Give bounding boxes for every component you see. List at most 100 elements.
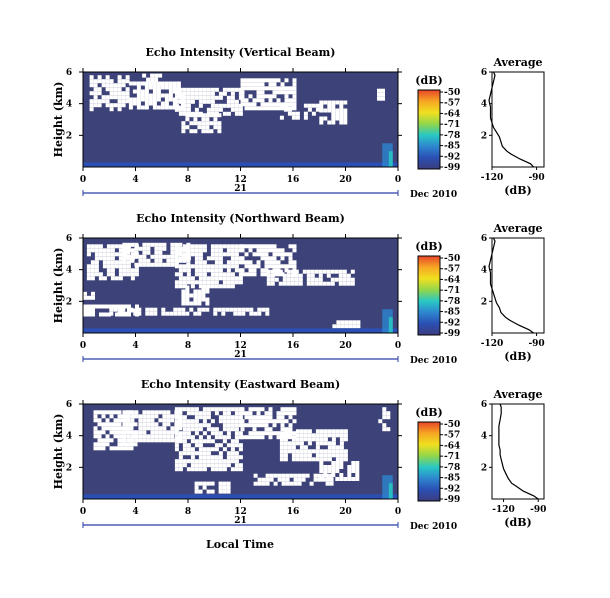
no-data-cell — [109, 414, 114, 419]
no-data-cell — [307, 429, 312, 434]
no-data-cell — [222, 423, 227, 428]
no-data-cell — [301, 477, 306, 482]
no-data-cell — [140, 89, 145, 94]
no-data-cell — [153, 307, 158, 312]
no-data-region — [332, 320, 361, 329]
no-data-cell — [319, 100, 324, 105]
no-data-cell — [201, 297, 206, 302]
no-data-cell — [182, 423, 187, 428]
no-data-cell — [285, 477, 290, 482]
no-data-cell — [280, 82, 285, 87]
no-data-cell — [279, 449, 284, 454]
no-data-cell — [87, 312, 91, 317]
no-data-cell — [125, 99, 130, 104]
no-data-cell — [117, 422, 122, 427]
no-data-cell — [117, 107, 122, 112]
no-data-cell — [279, 457, 284, 462]
no-data-cell — [257, 307, 262, 312]
no-data-cell — [178, 99, 183, 104]
no-data-cell — [93, 446, 98, 451]
profile-y-tick-label: 6 — [481, 68, 487, 78]
no-data-cell — [166, 422, 171, 427]
no-data-cell — [288, 90, 293, 95]
no-data-cell — [331, 100, 336, 105]
no-data-cell — [182, 459, 187, 464]
y-tick-label: 4 — [66, 432, 72, 442]
no-data-cell — [213, 121, 218, 126]
no-data-cell — [218, 451, 223, 456]
no-data-cell — [130, 438, 135, 443]
no-data-cell — [174, 423, 179, 428]
no-data-cell — [252, 268, 257, 273]
no-data-cell — [346, 277, 351, 282]
no-data-cell — [86, 264, 91, 269]
no-data-cell — [118, 268, 123, 273]
no-data-cell — [121, 83, 126, 88]
no-data-cell — [177, 307, 182, 312]
no-data-cell — [182, 419, 187, 424]
no-data-cell — [138, 254, 143, 259]
no-data-cell — [377, 92, 381, 97]
no-data-cell — [210, 99, 215, 104]
no-data-cell — [190, 427, 195, 432]
no-data-cell — [230, 439, 235, 444]
no-data-cell — [214, 87, 219, 92]
no-data-cell — [288, 411, 293, 416]
no-data-cell — [283, 103, 288, 108]
no-data-cell — [268, 419, 273, 424]
x-axis-label: Local Time — [206, 538, 274, 551]
no-data-cell — [136, 89, 141, 94]
no-data-cell — [202, 459, 207, 464]
no-data-cell — [130, 254, 135, 259]
no-data-cell — [319, 429, 324, 434]
no-data-cell — [190, 451, 195, 456]
no-data-cell — [162, 262, 167, 267]
no-data-cell — [97, 430, 102, 435]
no-data-cell — [142, 246, 147, 251]
no-data-cell — [315, 441, 320, 446]
no-data-cell — [194, 415, 199, 420]
no-data-cell — [133, 311, 138, 316]
no-data-cell — [266, 277, 271, 282]
no-data-cell — [240, 411, 245, 416]
no-data-cell — [287, 449, 292, 454]
no-data-cell — [125, 442, 130, 447]
no-data-cell — [290, 281, 295, 286]
no-data-cell — [240, 98, 245, 103]
no-data-cell — [166, 410, 171, 415]
no-data-cell — [110, 252, 115, 257]
no-data-cell — [206, 280, 211, 285]
no-data-cell — [295, 429, 300, 434]
no-data-cell — [101, 430, 106, 435]
no-data-cell — [105, 410, 110, 415]
no-data-cell — [272, 82, 277, 87]
no-data-cell — [119, 304, 123, 309]
no-data-cell — [210, 481, 215, 486]
no-data-cell — [134, 242, 139, 247]
no-data-cell — [230, 419, 235, 424]
no-data-cell — [182, 439, 187, 444]
no-data-cell — [162, 422, 167, 427]
no-data-cell — [248, 411, 253, 416]
no-data-cell — [194, 280, 199, 285]
no-data-cell — [158, 262, 163, 267]
no-data-cell — [347, 477, 352, 481]
no-data-cell — [307, 449, 312, 454]
no-data-cell — [178, 435, 183, 440]
no-data-cell — [303, 103, 308, 108]
no-data-cell — [118, 264, 123, 269]
no-data-cell — [218, 415, 223, 420]
no-data-cell — [174, 256, 179, 261]
no-data-cell — [248, 415, 253, 420]
no-data-cell — [162, 418, 167, 423]
no-data-cell — [158, 438, 163, 443]
no-data-cell — [178, 276, 183, 281]
no-data-cell — [198, 276, 203, 281]
no-data-cell — [292, 244, 297, 249]
no-data-cell — [117, 75, 122, 80]
no-data-cell — [336, 320, 341, 325]
no-data-cell — [264, 252, 269, 257]
no-data-cell — [274, 269, 279, 274]
no-data-cell — [170, 254, 175, 259]
no-data-cell — [284, 407, 289, 412]
